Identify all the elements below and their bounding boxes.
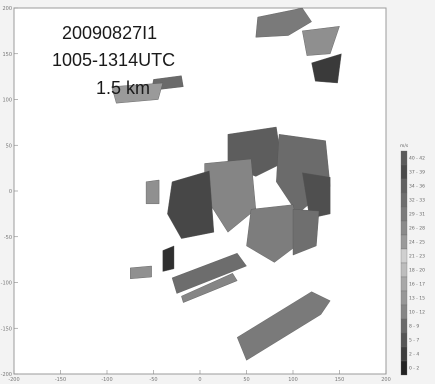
colorbar-label-15: 0 - 2 bbox=[409, 366, 419, 372]
colorbar-swatch-14 bbox=[400, 346, 408, 362]
colorbar-unit: m/s bbox=[400, 143, 409, 149]
x-tick-label-5: 50 bbox=[243, 377, 249, 383]
y-tick-label-1: 150 bbox=[2, 52, 12, 58]
colorbar-swatch-12 bbox=[400, 318, 408, 334]
colorbar-label-10: 13 - 15 bbox=[409, 296, 425, 302]
y-tick-label-3: 50 bbox=[6, 143, 12, 149]
colorbar-label-3: 32 - 33 bbox=[409, 198, 425, 204]
velocity-patch-11 bbox=[292, 209, 320, 256]
y-tick-label-4: 0 bbox=[9, 189, 12, 195]
colorbar-swatch-2 bbox=[400, 178, 408, 194]
x-tick-label-8: 200 bbox=[381, 377, 391, 383]
colorbar-swatch-0 bbox=[400, 150, 408, 166]
title-line-1: 20090827I1 bbox=[62, 23, 157, 43]
y-axis-ticks: 200 150 100 50 0 -50 -100 -150 -200 bbox=[1, 6, 18, 378]
velocity-patch-12 bbox=[162, 245, 175, 272]
colorbar-label-9: 16 - 17 bbox=[409, 282, 425, 288]
velocity-patch-14 bbox=[130, 265, 152, 280]
velocity-patch-1 bbox=[302, 26, 340, 56]
y-tick-label-6: -100 bbox=[1, 281, 12, 287]
title-line-3: 1.5 km bbox=[96, 78, 150, 98]
y-tick-label-5: -50 bbox=[4, 235, 12, 241]
y-tick-label-0: 200 bbox=[2, 6, 12, 12]
colorbar-swatch-15 bbox=[400, 360, 408, 376]
x-tick-label-3: -50 bbox=[149, 377, 157, 383]
colorbar-swatch-8 bbox=[400, 262, 408, 278]
colorbar-swatch-13 bbox=[400, 332, 408, 348]
title-line-2: 1005-1314UTC bbox=[52, 50, 175, 70]
x-axis-ticks: -200 -150 -100 -50 0 50 100 150 200 bbox=[8, 370, 391, 383]
colorbar-swatch-3 bbox=[400, 192, 408, 208]
colorbar-label-5: 26 - 28 bbox=[409, 226, 425, 232]
y-tick-label-7: -150 bbox=[1, 326, 12, 332]
colorbar-swatch-9 bbox=[400, 276, 408, 292]
velocity-patch-9 bbox=[167, 170, 215, 239]
y-tick-label-2: 100 bbox=[2, 98, 12, 104]
velocity-patch-7 bbox=[302, 172, 331, 219]
x-tick-label-0: -200 bbox=[8, 377, 19, 383]
colorbar: m/s 40 - 42 37 - 39 34 - 36 32 - 33 29 - 31 2… bbox=[400, 143, 425, 376]
colorbar-swatch-4 bbox=[400, 206, 408, 222]
x-tick-label-4: 0 bbox=[198, 377, 201, 383]
colorbar-label-7: 21 - 23 bbox=[409, 254, 425, 260]
velocity-patch-0 bbox=[255, 7, 312, 38]
colorbar-swatch-1 bbox=[400, 164, 408, 180]
colorbar-swatch-11 bbox=[400, 304, 408, 320]
colorbar-label-0: 40 - 42 bbox=[409, 156, 425, 162]
velocity-patch-13 bbox=[145, 179, 160, 205]
colorbar-label-11: 10 - 12 bbox=[409, 310, 425, 316]
colorbar-label-14: 2 - 4 bbox=[409, 352, 419, 358]
x-tick-label-6: 100 bbox=[288, 377, 298, 383]
velocity-patch-17 bbox=[236, 291, 331, 361]
colorbar-label-12: 8 - 9 bbox=[409, 324, 419, 330]
x-tick-label-1: -150 bbox=[55, 377, 66, 383]
y-tick-label-8: -200 bbox=[1, 372, 12, 378]
colorbar-swatch-10 bbox=[400, 290, 408, 306]
velocity-patch-10 bbox=[246, 204, 303, 263]
colorbar-label-6: 24 - 25 bbox=[409, 240, 425, 246]
colorbar-label-4: 29 - 31 bbox=[409, 212, 425, 218]
x-tick-label-7: 150 bbox=[335, 377, 345, 383]
colorbar-swatch-7 bbox=[400, 248, 408, 264]
colorbar-label-2: 34 - 36 bbox=[409, 184, 425, 190]
velocity-patch-4 bbox=[111, 82, 164, 104]
velocity-patches bbox=[111, 7, 342, 361]
velocity-patch-15 bbox=[171, 252, 247, 294]
colorbar-swatch-5 bbox=[400, 220, 408, 236]
colorbar-label-8: 18 - 20 bbox=[409, 268, 425, 274]
velocity-patch-16 bbox=[181, 273, 238, 303]
colorbar-swatch-6 bbox=[400, 234, 408, 250]
colorbar-label-1: 37 - 39 bbox=[409, 170, 425, 176]
x-tick-label-2: -100 bbox=[101, 377, 112, 383]
colorbar-label-13: 5 - 7 bbox=[409, 338, 419, 344]
velocity-patch-2 bbox=[311, 53, 342, 84]
